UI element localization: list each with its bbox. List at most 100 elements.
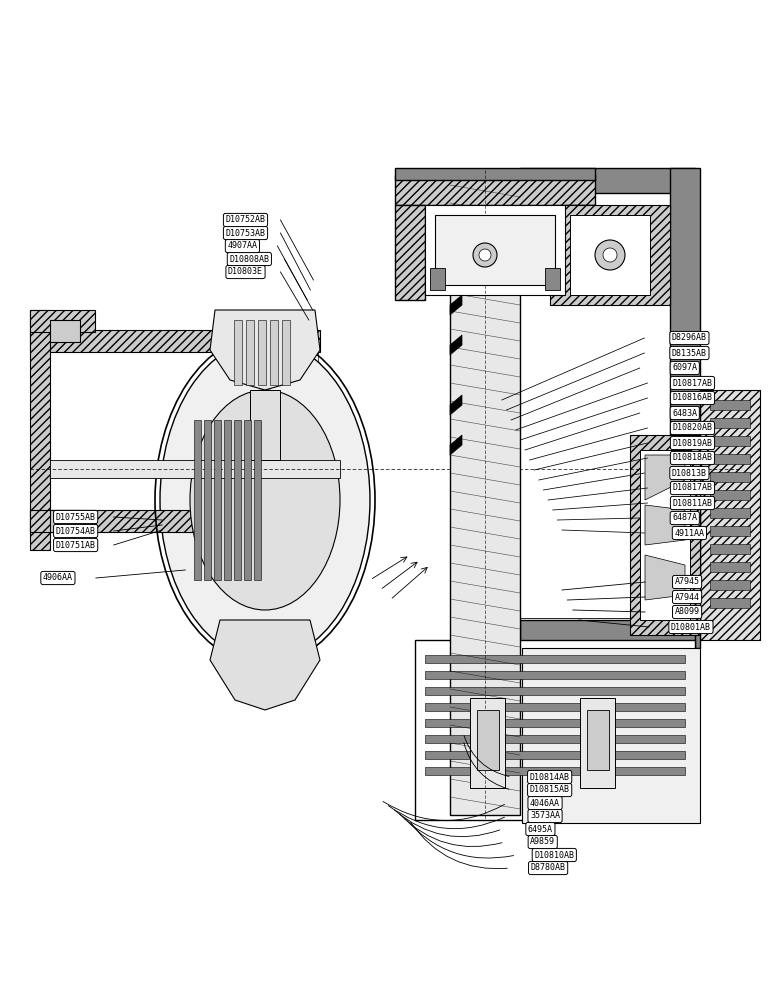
Bar <box>395 205 425 300</box>
Bar <box>470 698 505 788</box>
Bar <box>224 420 231 580</box>
Bar <box>710 490 750 500</box>
Bar <box>670 168 700 648</box>
Polygon shape <box>645 505 685 545</box>
Bar <box>32 352 318 510</box>
Ellipse shape <box>190 390 340 610</box>
Polygon shape <box>645 555 685 600</box>
Bar <box>710 454 750 464</box>
Bar <box>234 320 242 385</box>
Bar <box>710 562 750 572</box>
Text: D10820AB: D10820AB <box>672 424 713 432</box>
Bar <box>450 175 520 815</box>
Bar <box>258 320 266 385</box>
Bar <box>425 671 685 679</box>
Text: D10815AB: D10815AB <box>530 786 570 794</box>
Bar <box>246 320 254 385</box>
Bar <box>710 436 750 446</box>
Bar <box>630 435 700 635</box>
Text: D10808AB: D10808AB <box>229 254 269 263</box>
Bar <box>710 526 750 536</box>
Text: 6487A: 6487A <box>672 514 697 522</box>
Circle shape <box>473 243 497 267</box>
Bar <box>282 320 290 385</box>
Polygon shape <box>210 620 320 710</box>
Bar <box>30 310 50 550</box>
Bar <box>587 710 609 770</box>
Bar <box>430 268 445 290</box>
Bar <box>520 193 670 618</box>
Text: D8780AB: D8780AB <box>530 863 566 872</box>
Text: D10751AB: D10751AB <box>56 540 96 550</box>
Text: 6495A: 6495A <box>528 824 553 834</box>
Bar <box>435 215 555 285</box>
Bar <box>640 450 690 620</box>
Text: 4906AA: 4906AA <box>43 574 73 582</box>
Text: D10818AB: D10818AB <box>672 454 713 462</box>
Text: D8135AB: D8135AB <box>672 349 707 358</box>
Text: 6483A: 6483A <box>672 408 697 418</box>
Bar <box>710 472 750 482</box>
Text: A7945: A7945 <box>675 578 699 586</box>
Bar <box>425 687 685 695</box>
Text: D10813B: D10813B <box>672 468 707 478</box>
Text: D10811AB: D10811AB <box>672 498 713 508</box>
Bar <box>520 168 695 193</box>
Bar <box>250 390 280 460</box>
Bar <box>710 508 750 518</box>
Text: D10817AB: D10817AB <box>672 378 713 387</box>
Bar <box>425 703 685 711</box>
Polygon shape <box>450 435 462 455</box>
Polygon shape <box>450 335 462 355</box>
Bar <box>710 598 750 608</box>
Polygon shape <box>645 455 685 500</box>
Bar <box>477 710 499 770</box>
Bar <box>425 767 685 775</box>
Text: A7944: A7944 <box>675 592 699 601</box>
Text: 6097A: 6097A <box>672 363 697 372</box>
Bar <box>204 420 211 580</box>
Circle shape <box>603 248 617 262</box>
Bar <box>425 655 685 663</box>
Bar <box>30 330 320 352</box>
Bar <box>580 698 615 788</box>
Text: 4911AA: 4911AA <box>675 528 704 538</box>
Text: D10803E: D10803E <box>228 267 263 276</box>
Bar <box>425 205 565 295</box>
Bar <box>270 320 278 385</box>
Text: D10817AB: D10817AB <box>672 484 713 492</box>
Bar <box>570 215 650 295</box>
Circle shape <box>479 249 491 261</box>
Bar <box>30 510 95 532</box>
Bar <box>522 648 700 823</box>
Bar <box>545 268 560 290</box>
Bar <box>425 751 685 759</box>
Bar <box>30 510 320 532</box>
Bar <box>700 390 760 640</box>
Text: D10752AB: D10752AB <box>225 216 266 225</box>
Bar <box>425 719 685 727</box>
Text: 3573AA: 3573AA <box>530 812 560 820</box>
Polygon shape <box>210 310 320 390</box>
Polygon shape <box>450 395 462 415</box>
Text: A9859: A9859 <box>530 838 555 846</box>
Polygon shape <box>450 295 462 315</box>
Bar <box>194 420 201 580</box>
Bar <box>710 400 750 410</box>
Text: D10814AB: D10814AB <box>530 772 570 782</box>
Text: D10754AB: D10754AB <box>56 526 96 536</box>
Bar <box>234 420 241 580</box>
Bar <box>254 420 261 580</box>
Text: D8296AB: D8296AB <box>672 334 707 342</box>
Text: D10819AB: D10819AB <box>672 438 713 448</box>
Circle shape <box>595 240 625 270</box>
Text: 4046AA: 4046AA <box>530 798 560 808</box>
Bar <box>710 544 750 554</box>
Bar <box>50 320 80 342</box>
Bar <box>244 420 251 580</box>
Text: D10816AB: D10816AB <box>672 393 713 402</box>
Text: D10753AB: D10753AB <box>225 229 266 237</box>
Bar <box>550 205 670 305</box>
Bar <box>700 390 760 640</box>
Text: D10801AB: D10801AB <box>671 622 711 632</box>
